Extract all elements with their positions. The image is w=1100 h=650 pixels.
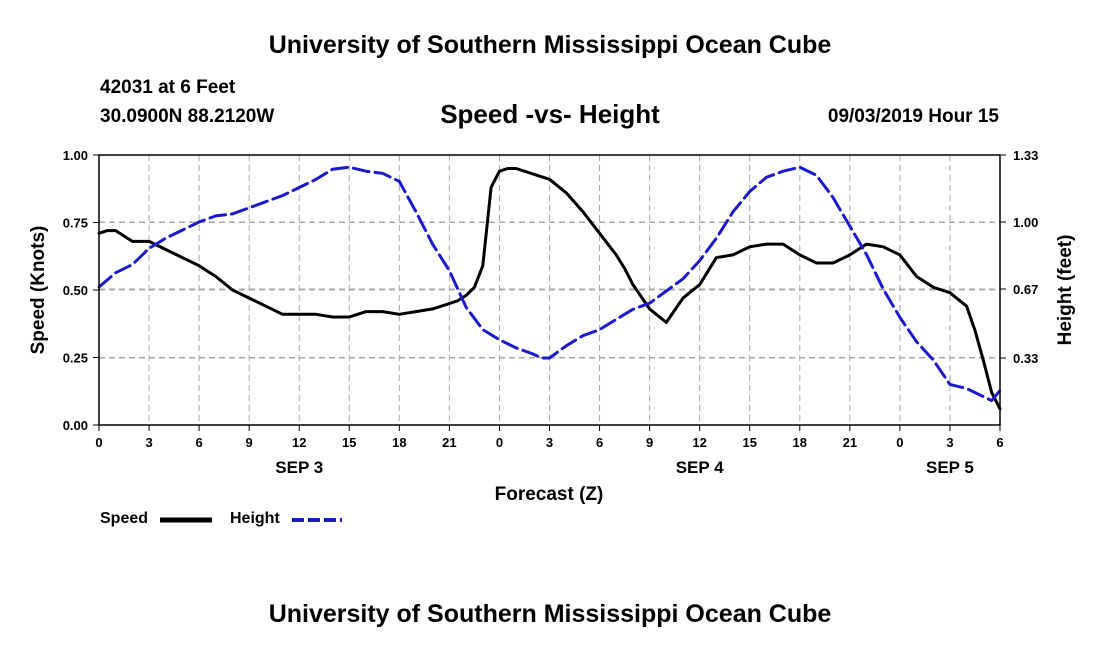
x-tick-label: 6	[596, 435, 603, 450]
day-label: SEP 5	[926, 458, 974, 477]
x-tick-label: 18	[392, 435, 406, 450]
y-tick-label: 0.75	[63, 216, 88, 231]
axis-ticks: 0 3 6 9 12 15 18 21 0 3 6 9 12 15 18 21 0 3 6 SEP 3 SEP 4 SEP…	[63, 148, 1039, 477]
y-tick-label: 0.00	[63, 418, 88, 433]
x-tick-label: 21	[843, 435, 857, 450]
x-tick-label: 9	[646, 435, 653, 450]
x-tick-label: 15	[342, 435, 356, 450]
footer-title: University of Southern Mississippi Ocean…	[268, 600, 832, 628]
y2-axis-label: Height (feet)	[1055, 235, 1076, 346]
x-tick-label: 3	[546, 435, 553, 450]
x-tick-label: 12	[292, 435, 306, 450]
datetime-label: 09/03/2019 Hour 15	[827, 106, 999, 127]
legend-height-swatch	[292, 518, 342, 522]
y2-tick-label: 0.67	[1013, 282, 1038, 297]
x-tick-label: 12	[692, 435, 706, 450]
x-tick-label: 0	[95, 435, 102, 450]
speed-height-chart: 0 3 6 9 12 15 18 21 0 3 6 9 12 15 18 21 0 3 6 SEP 3 SEP 4 SEP…	[28, 148, 1076, 505]
x-tick-label: 9	[246, 435, 253, 450]
y2-tick-label: 0.33	[1013, 351, 1038, 366]
station-label: 42031 at 6 Feet	[100, 77, 236, 98]
legend-speed-label: Speed	[100, 510, 149, 527]
y2-tick-label: 1.00	[1013, 215, 1038, 230]
x-tick-label: 0	[896, 435, 903, 450]
legend-speed-swatch	[160, 517, 212, 523]
speed-series-line	[97, 167, 1002, 411]
x-tick-label: 18	[793, 435, 807, 450]
y-tick-label: 0.25	[63, 351, 88, 366]
x-tick-label: 15	[742, 435, 756, 450]
x-tick-label: 21	[442, 435, 456, 450]
height-series-line	[97, 165, 1002, 403]
day-label: SEP 3	[275, 458, 323, 477]
x-tick-label: 0	[496, 435, 503, 450]
series-lines	[97, 165, 1002, 411]
x-tick-label: 6	[195, 435, 202, 450]
day-label: SEP 4	[676, 458, 724, 477]
y-tick-label: 1.00	[63, 148, 88, 163]
y-axis-label: Speed (Knots)	[28, 226, 49, 355]
x-axis-label: Forecast (Z)	[495, 484, 604, 505]
x-tick-label: 3	[946, 435, 953, 450]
x-tick-label: 6	[996, 435, 1003, 450]
chart-subtitle: Speed -vs- Height	[440, 99, 660, 129]
x-tick-label: 3	[145, 435, 152, 450]
chart-title: University of Southern Mississippi Ocean…	[268, 31, 832, 59]
legend-height-label: Height	[230, 510, 280, 527]
grid-lines	[99, 155, 1000, 425]
coordinates-label: 30.0900N 88.2120W	[100, 106, 275, 127]
y2-tick-label: 1.33	[1013, 148, 1038, 163]
y-tick-label: 0.50	[63, 283, 88, 298]
